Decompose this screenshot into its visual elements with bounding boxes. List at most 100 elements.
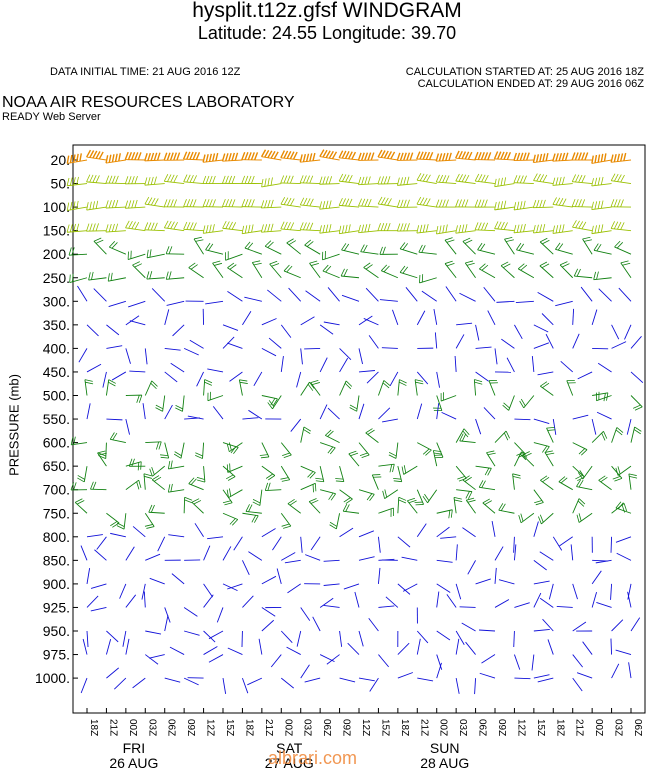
wind-barb-shaft bbox=[455, 583, 462, 600]
wind-barb-feather bbox=[418, 244, 423, 253]
wind-barb bbox=[125, 315, 140, 326]
wind-barb-feather bbox=[105, 200, 109, 209]
wind-barb bbox=[300, 381, 315, 396]
wind-barb bbox=[414, 489, 424, 506]
wind-barb-feather bbox=[349, 407, 357, 412]
wind-barb bbox=[416, 630, 429, 644]
wind-barb bbox=[474, 199, 496, 208]
wind-barb bbox=[207, 536, 224, 540]
wind-barb-feather bbox=[533, 173, 538, 181]
wind-barb-shaft bbox=[339, 348, 352, 360]
wind-barb-feather bbox=[69, 177, 73, 186]
wind-barb-feather bbox=[435, 174, 440, 183]
wind-barb bbox=[378, 507, 394, 517]
wind-barb-shaft bbox=[222, 583, 238, 592]
wind-barb-feather bbox=[542, 153, 546, 162]
wind-barb-feather bbox=[281, 523, 290, 527]
wind-barb-feather bbox=[513, 202, 517, 211]
wind-barb-shaft bbox=[416, 638, 421, 655]
wind-barb-shaft bbox=[462, 527, 476, 538]
wind-barb bbox=[207, 391, 224, 402]
wind-barb-feather bbox=[613, 199, 618, 207]
wind-barb-feather bbox=[70, 436, 74, 445]
wind-barb bbox=[251, 260, 263, 278]
wind-barb-feather bbox=[315, 477, 324, 480]
wind-barb-feather bbox=[367, 429, 375, 435]
wind-barb-feather bbox=[458, 150, 463, 159]
wind-barb bbox=[338, 150, 360, 161]
wind-barb bbox=[124, 151, 146, 161]
wind-barb bbox=[183, 174, 204, 184]
wind-barb-shaft bbox=[74, 502, 88, 514]
wind-barb-feather bbox=[226, 443, 230, 452]
wind-barb-feather bbox=[329, 447, 336, 455]
wind-barb-feather bbox=[143, 473, 152, 477]
wind-barb bbox=[436, 526, 450, 538]
wind-barb-feather bbox=[155, 407, 163, 412]
wind-barb-feather bbox=[539, 514, 544, 523]
wind-barb-feather bbox=[319, 225, 322, 234]
wind-barb-feather bbox=[205, 154, 209, 163]
wind-barb bbox=[582, 641, 593, 655]
wind-barb-feather bbox=[205, 224, 209, 233]
wind-barb-shaft bbox=[540, 479, 554, 491]
wind-barb-feather bbox=[166, 152, 171, 161]
wind-barb-feather bbox=[603, 431, 608, 439]
wind-barb-feather bbox=[359, 452, 368, 457]
wind-barb-feather bbox=[578, 513, 582, 522]
wind-barb-shaft bbox=[169, 646, 185, 655]
wind-barb-feather bbox=[348, 174, 353, 183]
wind-barb-feather bbox=[160, 456, 169, 459]
wind-barb bbox=[433, 395, 443, 412]
wind-barb-feather bbox=[591, 178, 594, 187]
wind-barb bbox=[572, 583, 578, 600]
wind-barb-shaft bbox=[624, 324, 632, 340]
wind-barb-shaft bbox=[531, 355, 535, 372]
wind-barb-feather bbox=[389, 464, 393, 473]
wind-barb bbox=[343, 583, 360, 590]
wind-barb bbox=[238, 379, 248, 396]
wind-barb bbox=[86, 403, 91, 420]
wind-barb bbox=[222, 324, 239, 331]
wind-barb-feather bbox=[286, 175, 291, 184]
wind-barb-feather bbox=[148, 504, 153, 513]
wind-barb-shaft bbox=[358, 530, 375, 538]
wind-barb-shaft bbox=[132, 264, 146, 279]
wind-barb bbox=[580, 286, 593, 302]
wind-barb-shaft bbox=[559, 536, 573, 547]
wind-barb-feather bbox=[195, 239, 204, 242]
wind-barb bbox=[132, 677, 146, 689]
wind-barb-feather bbox=[365, 428, 373, 434]
wind-barb-feather bbox=[228, 152, 232, 162]
wind-barb bbox=[576, 512, 593, 523]
wind-barb-feather bbox=[299, 197, 305, 206]
wind-barb bbox=[500, 261, 515, 279]
wind-barb-shaft bbox=[403, 465, 418, 475]
wind-barb bbox=[378, 463, 395, 473]
wind-barb bbox=[205, 242, 224, 255]
wind-barb bbox=[514, 654, 521, 670]
wind-barb-shaft bbox=[77, 285, 88, 302]
wind-barb-feather bbox=[383, 265, 390, 273]
wind-barb-feather bbox=[343, 268, 348, 277]
wind-barb-feather bbox=[140, 461, 142, 470]
wind-barb-feather bbox=[542, 199, 546, 208]
wind-barb-feather bbox=[363, 262, 371, 268]
wind-barb bbox=[433, 309, 438, 325]
wind-barb-feather bbox=[267, 150, 273, 159]
wind-barb bbox=[264, 482, 282, 491]
wind-barb-feather bbox=[325, 265, 332, 273]
wind-barb bbox=[399, 242, 418, 255]
wind-barb-feather bbox=[462, 475, 470, 481]
wind-barb bbox=[610, 583, 613, 600]
wind-barb-feather bbox=[288, 240, 297, 246]
wind-barb bbox=[358, 348, 363, 365]
wind-barb bbox=[164, 347, 181, 351]
wind-barb-shaft bbox=[541, 512, 554, 525]
wind-barb bbox=[401, 556, 418, 561]
wind-barb-feather bbox=[349, 404, 358, 410]
wind-barb bbox=[194, 523, 204, 538]
wind-barb bbox=[537, 371, 554, 376]
wind-barb-shaft bbox=[183, 677, 199, 686]
wind-barb-shaft bbox=[164, 677, 181, 683]
